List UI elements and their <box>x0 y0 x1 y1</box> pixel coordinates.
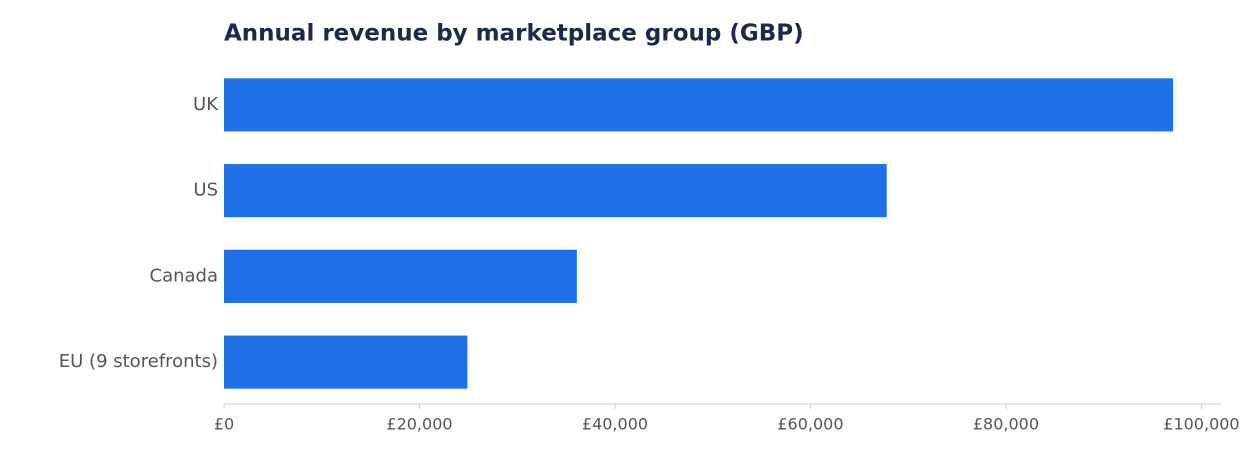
x-tick-label: £20,000 <box>386 415 452 434</box>
bar <box>224 249 577 303</box>
y-tick-label: UK <box>193 94 219 115</box>
x-tick-label: £0 <box>214 415 234 434</box>
y-tick-label: Canada <box>150 265 219 286</box>
x-tick-label: £100,000 <box>1163 415 1239 434</box>
x-tick-label: £40,000 <box>582 415 648 434</box>
bar <box>224 164 887 218</box>
x-tick-label: £60,000 <box>777 415 843 434</box>
y-tick-label: EU (9 storefronts) <box>59 351 218 372</box>
bar <box>224 335 468 389</box>
chart-title: Annual revenue by marketplace group (GBP… <box>224 21 804 47</box>
y-tick-label: US <box>193 180 218 201</box>
bar <box>224 78 1174 132</box>
x-tick-label: £80,000 <box>973 415 1039 434</box>
